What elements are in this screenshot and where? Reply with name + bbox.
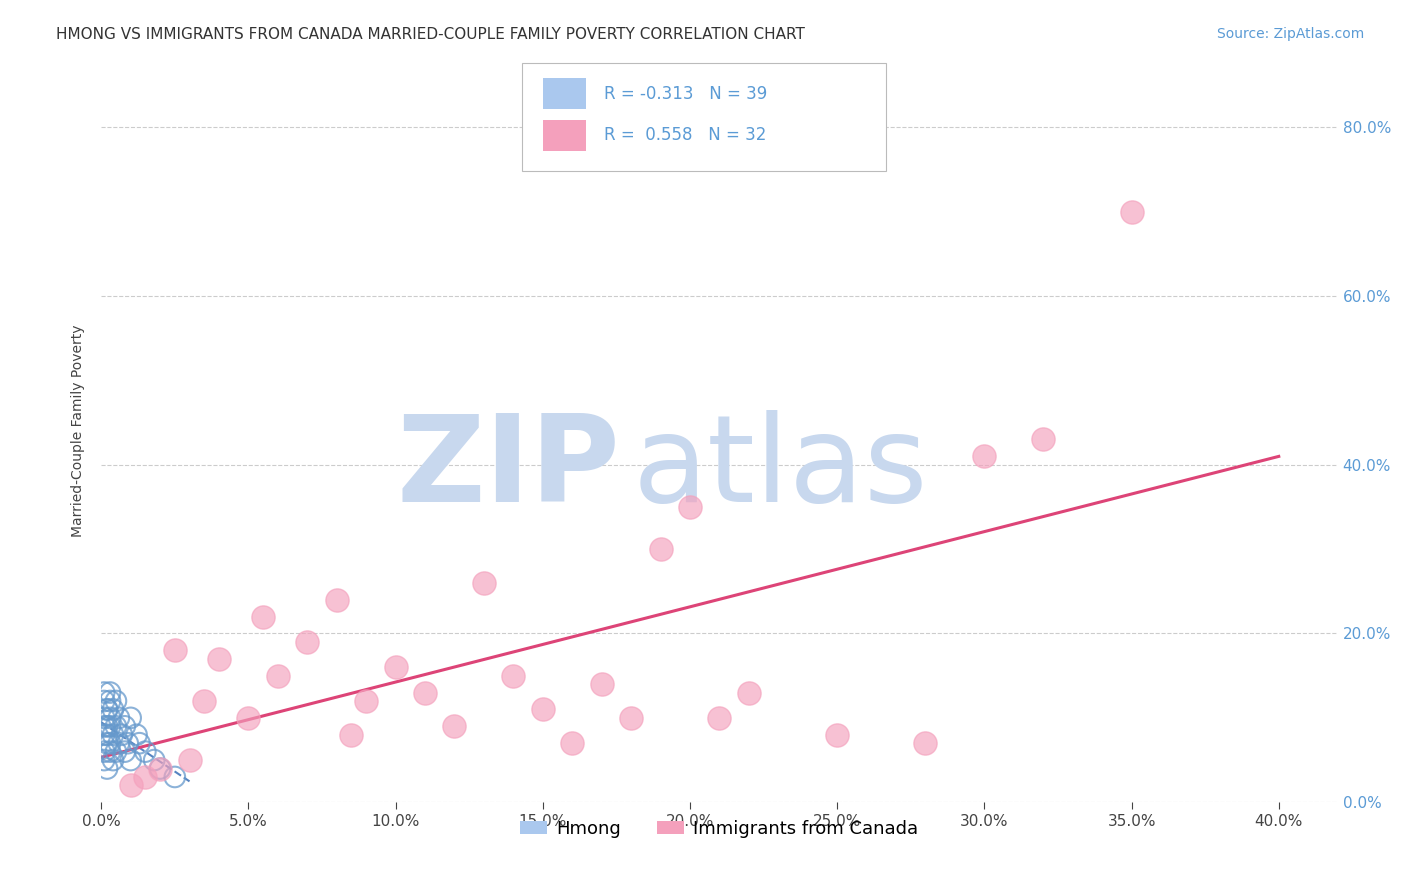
Point bbox=[98, 719, 121, 733]
Text: HMONG VS IMMIGRANTS FROM CANADA MARRIED-COUPLE FAMILY POVERTY CORRELATION CHART: HMONG VS IMMIGRANTS FROM CANADA MARRIED-… bbox=[56, 27, 806, 42]
Point bbox=[267, 668, 290, 682]
Point bbox=[193, 694, 215, 708]
Point bbox=[297, 635, 319, 649]
Point bbox=[108, 711, 131, 725]
Point bbox=[443, 719, 465, 733]
Text: atlas: atlas bbox=[633, 409, 928, 526]
Point bbox=[96, 736, 118, 750]
Point bbox=[101, 753, 124, 767]
Point bbox=[93, 711, 115, 725]
Point bbox=[354, 694, 377, 708]
Point bbox=[120, 711, 142, 725]
Point bbox=[93, 728, 115, 742]
Point bbox=[591, 677, 613, 691]
Point bbox=[825, 728, 848, 742]
Point bbox=[117, 736, 139, 750]
Point bbox=[93, 719, 115, 733]
Point bbox=[163, 643, 186, 657]
Point bbox=[104, 719, 127, 733]
Point bbox=[163, 770, 186, 784]
Point bbox=[914, 736, 936, 750]
Text: R = -0.313   N = 39: R = -0.313 N = 39 bbox=[605, 85, 768, 103]
Point bbox=[128, 736, 150, 750]
Point bbox=[179, 753, 201, 767]
Point bbox=[650, 542, 672, 557]
Point bbox=[101, 702, 124, 716]
Point bbox=[1032, 433, 1054, 447]
Point bbox=[98, 736, 121, 750]
Bar bbox=[543, 78, 586, 110]
Y-axis label: Married-Couple Family Poverty: Married-Couple Family Poverty bbox=[72, 325, 86, 537]
Point bbox=[108, 736, 131, 750]
Point bbox=[472, 575, 495, 590]
Point bbox=[104, 694, 127, 708]
Point bbox=[93, 694, 115, 708]
Point bbox=[502, 668, 524, 682]
Point bbox=[125, 728, 148, 742]
Point bbox=[120, 778, 142, 792]
Point bbox=[98, 694, 121, 708]
Point bbox=[208, 652, 231, 666]
Point bbox=[973, 449, 995, 463]
Point bbox=[1121, 204, 1143, 219]
Point bbox=[384, 660, 406, 674]
Point bbox=[111, 728, 134, 742]
Point bbox=[96, 719, 118, 733]
Point bbox=[679, 500, 702, 514]
Point bbox=[114, 745, 136, 759]
Point bbox=[93, 685, 115, 699]
Point bbox=[98, 685, 121, 699]
Point bbox=[709, 711, 731, 725]
Point bbox=[114, 719, 136, 733]
Point bbox=[96, 702, 118, 716]
Point bbox=[96, 728, 118, 742]
Point bbox=[149, 762, 172, 776]
Point bbox=[252, 609, 274, 624]
Point bbox=[134, 745, 156, 759]
Point bbox=[120, 753, 142, 767]
Point bbox=[134, 770, 156, 784]
Text: R =  0.558   N = 32: R = 0.558 N = 32 bbox=[605, 127, 766, 145]
Point bbox=[738, 685, 761, 699]
Point bbox=[96, 762, 118, 776]
Point bbox=[325, 592, 347, 607]
Point bbox=[238, 711, 260, 725]
Point bbox=[531, 702, 554, 716]
Bar bbox=[543, 120, 586, 151]
Legend: Hmong, Immigrants from Canada: Hmong, Immigrants from Canada bbox=[513, 813, 925, 846]
Point bbox=[96, 702, 118, 716]
Point bbox=[98, 711, 121, 725]
Point bbox=[561, 736, 583, 750]
Point bbox=[93, 745, 115, 759]
FancyBboxPatch shape bbox=[522, 63, 886, 171]
Text: Source: ZipAtlas.com: Source: ZipAtlas.com bbox=[1216, 27, 1364, 41]
Point bbox=[93, 753, 115, 767]
Point bbox=[98, 745, 121, 759]
Point bbox=[620, 711, 643, 725]
Point bbox=[101, 728, 124, 742]
Point bbox=[340, 728, 363, 742]
Text: ZIP: ZIP bbox=[396, 409, 620, 526]
Point bbox=[149, 762, 172, 776]
Point bbox=[413, 685, 436, 699]
Point bbox=[104, 745, 127, 759]
Point bbox=[143, 753, 166, 767]
